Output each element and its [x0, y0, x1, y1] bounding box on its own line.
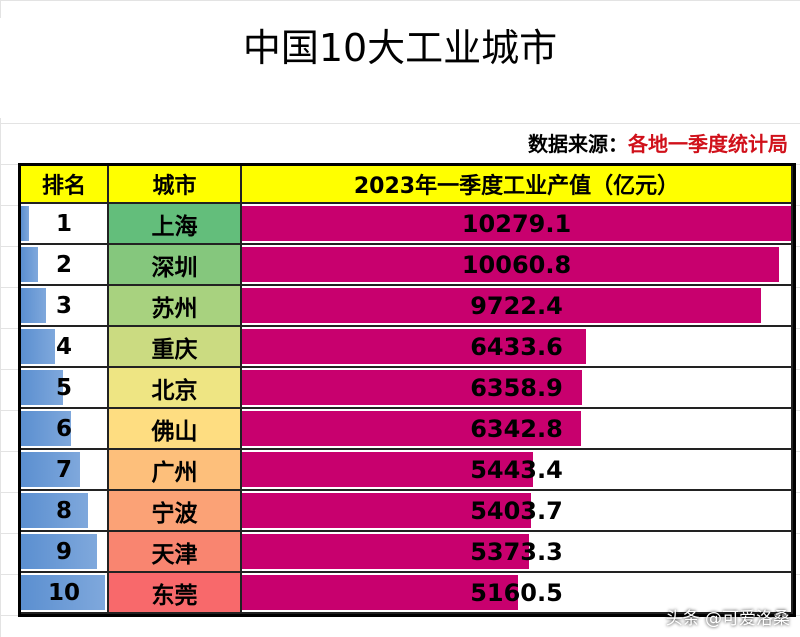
value-bar	[242, 247, 780, 282]
rank-cell: 8	[21, 491, 109, 532]
rank-text: 5	[55, 374, 72, 401]
value-text: 5403.7	[470, 496, 563, 525]
rank-cell: 6	[21, 409, 109, 450]
value-text: 9722.4	[470, 291, 563, 320]
rank-cell: 4	[21, 327, 109, 368]
value-cell: 9722.4	[242, 286, 793, 327]
value-text: 5160.5	[470, 578, 563, 607]
rank-bar	[21, 411, 72, 446]
value-cell: 5443.4	[242, 450, 793, 491]
rank-text: 9	[55, 538, 72, 565]
value-bar	[242, 206, 791, 241]
city-cell: 广州	[109, 450, 242, 491]
rank-text: 2	[55, 251, 72, 278]
value-bar	[242, 370, 582, 405]
value-cell: 10060.8	[242, 245, 793, 286]
rank-cell: 9	[21, 532, 109, 573]
rank-cell: 2	[21, 245, 109, 286]
city-cell: 天津	[109, 532, 242, 573]
value-bar	[242, 575, 518, 610]
rank-bar	[21, 247, 38, 282]
city-cell: 深圳	[109, 245, 242, 286]
value-text: 10060.8	[461, 250, 572, 279]
rank-text: 1	[55, 210, 72, 237]
rank-bar	[21, 493, 89, 528]
value-bar	[242, 534, 529, 569]
rank-cell: 7	[21, 450, 109, 491]
rank-cell: 3	[21, 286, 109, 327]
value-bar	[242, 493, 531, 528]
rank-text: 6	[55, 415, 72, 442]
header-cell: 城市	[109, 166, 242, 204]
value-bar	[242, 411, 581, 446]
title: 中国10大工业城市	[0, 18, 800, 118]
value-text: 5443.4	[470, 455, 563, 484]
header-cell: 排名	[21, 166, 109, 204]
city-cell: 苏州	[109, 286, 242, 327]
rank-bar	[21, 329, 55, 364]
value-text: 6433.6	[470, 332, 563, 361]
value-cell: 5373.3	[242, 532, 793, 573]
city-cell: 北京	[109, 368, 242, 409]
value-text: 6342.8	[470, 414, 563, 443]
rank-bar	[21, 575, 105, 610]
source: 数据来源：各地一季度统计局	[528, 128, 788, 157]
rank-bar	[21, 534, 97, 569]
value-text: 5373.3	[470, 537, 563, 566]
rank-bar	[21, 452, 80, 487]
value-bar	[242, 452, 533, 487]
rank-text: 7	[55, 456, 72, 483]
rank-cell: 10	[21, 573, 109, 614]
rank-text: 8	[55, 497, 72, 524]
value-bar	[242, 329, 586, 364]
value-cell: 6342.8	[242, 409, 793, 450]
value-cell: 10279.1	[242, 204, 793, 245]
value-bar	[242, 288, 762, 323]
rank-cell: 5	[21, 368, 109, 409]
value-cell: 6433.6	[242, 327, 793, 368]
value-text: 6358.9	[470, 373, 563, 402]
rank-text: 4	[55, 333, 72, 360]
rank-text: 10	[47, 579, 80, 606]
city-cell: 佛山	[109, 409, 242, 450]
table: 排名 城市 2023年一季度工业产值（亿元） 1 上海 10279.1 2 深圳 10060.8…	[18, 163, 796, 617]
value-cell: 6358.9	[242, 368, 793, 409]
city-cell: 重庆	[109, 327, 242, 368]
source-label: 数据来源：	[528, 132, 628, 156]
rank-cell: 1	[21, 204, 109, 245]
watermark: 头条 @可爱洛桑	[665, 609, 790, 629]
source-value: 各地一季度统计局	[628, 132, 788, 156]
rank-bar	[21, 206, 30, 241]
header-cell: 2023年一季度工业产值（亿元）	[242, 166, 793, 204]
city-cell: 宁波	[109, 491, 242, 532]
city-cell: 上海	[109, 204, 242, 245]
rank-text: 3	[55, 292, 72, 319]
value-cell: 5160.5	[242, 573, 793, 614]
value-text: 10279.1	[461, 209, 572, 238]
rank-bar	[21, 370, 63, 405]
value-cell: 5403.7	[242, 491, 793, 532]
city-cell: 东莞	[109, 573, 242, 614]
rank-bar	[21, 288, 47, 323]
